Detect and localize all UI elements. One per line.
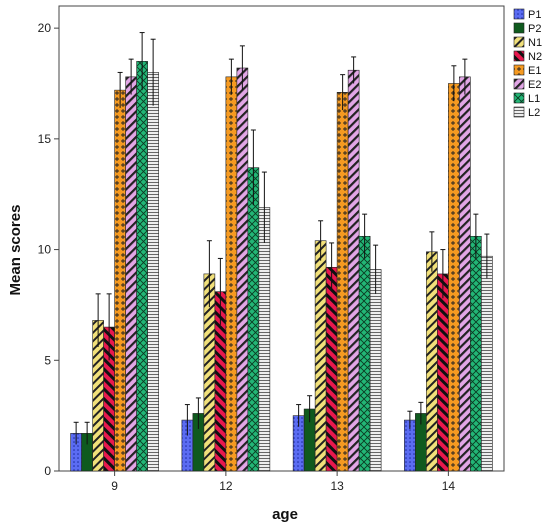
y-tick-label: 20: [38, 21, 52, 35]
bar-E1-14: [448, 83, 460, 472]
bar-N2-14: [437, 273, 449, 472]
legend-label-L1: L1: [528, 93, 540, 105]
legend-label-N1: N1: [528, 37, 542, 49]
legend-label-E1: E1: [528, 65, 541, 77]
legend-label-P2: P2: [528, 23, 541, 35]
legend-swatch-N1: [513, 36, 525, 48]
legend-label-N2: N2: [528, 51, 542, 63]
legend-swatch-E1: [513, 64, 525, 76]
bar-E2-14: [459, 76, 471, 472]
bar-E1-9: [114, 89, 126, 472]
y-tick-label: 0: [44, 464, 51, 478]
bar-N2-13: [325, 266, 338, 472]
bar-L2-13: [369, 269, 382, 472]
legend-label-L2: L2: [528, 107, 540, 119]
bar-L2-12: [258, 207, 271, 472]
legend-swatch-E2: [513, 78, 525, 90]
bar-E2-9: [125, 76, 137, 472]
bar-N1-14: [426, 251, 438, 472]
y-tick-label: 15: [38, 132, 52, 146]
bar-E1-12: [225, 76, 238, 472]
legend-swatch-P1: [513, 8, 525, 20]
legend-swatch-L1: [513, 92, 525, 104]
y-tick-label: 10: [38, 243, 52, 257]
legend-swatch-N2: [513, 50, 525, 62]
legend-label-P1: P1: [528, 9, 541, 21]
bar-L2-9: [147, 72, 159, 472]
bar-L1-13: [358, 235, 371, 472]
x-tick-label: 13: [330, 479, 344, 493]
legend-label-E2: E2: [528, 79, 541, 91]
legend: P1 P2 N1 N2 E1 E2 L1 L2: [513, 8, 542, 119]
bar-E2-12: [236, 67, 249, 472]
x-tick-label: 12: [219, 479, 233, 493]
y-tick-label: 5: [44, 353, 51, 367]
x-tick-label: 9: [111, 479, 118, 493]
bar-E1-13: [336, 92, 349, 472]
bar-L1-14: [470, 235, 482, 472]
bar-N1-13: [314, 240, 327, 472]
bar-L2-14: [481, 255, 493, 472]
y-axis-title: Mean scores: [7, 205, 24, 296]
legend-swatch-L2: [513, 106, 525, 118]
bar-L1-12: [247, 167, 260, 472]
bar-E2-13: [347, 69, 360, 472]
x-tick-label: 14: [442, 479, 456, 493]
legend-swatch-P2: [513, 22, 525, 34]
bar-L1-9: [136, 61, 148, 472]
x-axis-title: age: [272, 506, 298, 523]
